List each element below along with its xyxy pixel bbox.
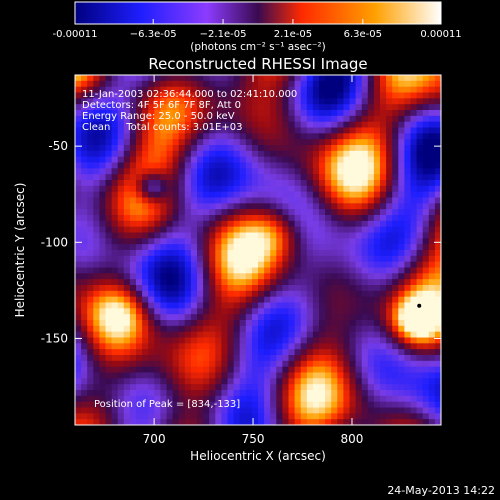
x-tick-label: 800 xyxy=(341,432,364,446)
colorbar-unit-label: (photons cm⁻² s⁻¹ asec⁻²) xyxy=(190,41,325,53)
annotation-time-range: 11-Jan-2003 02:36:44.000 to 02:41:10.000 xyxy=(82,89,297,100)
colorbar-ticks: -0.00011 −6.3e-05 −2.1e-05 2.1e-05 6.3e-05 0.… xyxy=(53,19,462,40)
colorbar-tick-label: -0.00011 xyxy=(53,29,98,40)
annotation-detectors: Detectors: 4F 5F 6F 7F 8F, Att 0 xyxy=(82,100,241,111)
y-axis-label: Heliocentric Y (arcsec) xyxy=(13,183,27,318)
heatmap xyxy=(75,75,441,425)
annotation-peak: Position of Peak = [834,-133] xyxy=(94,399,240,410)
footer-date: 24-May-2013 14:22 xyxy=(387,484,495,497)
x-tick-label: 750 xyxy=(242,432,265,446)
colorbar-tick-label: 6.3e-05 xyxy=(344,29,382,40)
y-tick-label: -100 xyxy=(41,235,68,249)
y-axis-ticks: -50 -100 -150 xyxy=(41,139,441,345)
annotation-energy-range: Energy Range: 25.0 - 50.0 keV xyxy=(82,111,235,122)
colorbar xyxy=(74,1,442,25)
colorbar-tick-label: −6.3e-05 xyxy=(130,29,177,40)
colorbar-tick-label: 2.1e-05 xyxy=(274,29,312,40)
x-tick-label: 700 xyxy=(143,432,166,446)
peak-point xyxy=(417,303,422,308)
annotation-method-counts: Clean Total counts: 3.01E+03 xyxy=(82,122,242,133)
y-tick-label: -150 xyxy=(41,331,68,345)
x-axis-label: Heliocentric X (arcsec) xyxy=(190,449,326,463)
colorbar-tick-label: 0.00011 xyxy=(420,29,461,40)
y-tick-label: -50 xyxy=(48,139,68,153)
chart-title: Reconstructed RHESSI Image xyxy=(148,55,367,73)
colorbar-tick-label: −2.1e-05 xyxy=(200,29,247,40)
x-axis-ticks: 700 750 800 xyxy=(143,75,364,446)
peak-marker xyxy=(417,303,422,308)
plot-frame xyxy=(74,74,442,426)
